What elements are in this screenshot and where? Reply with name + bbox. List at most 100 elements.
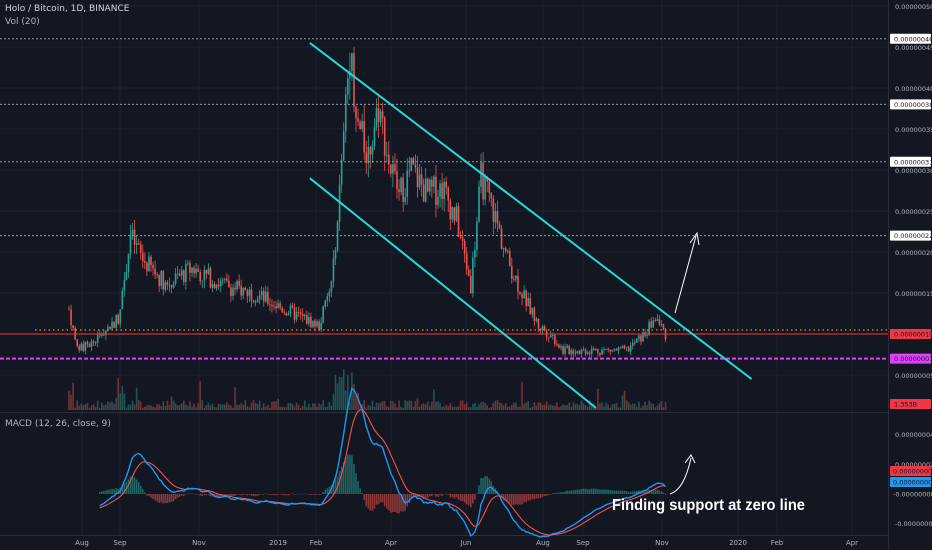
macd-label: MACD (12, 26, close, 9) — [5, 419, 111, 429]
candle-body — [508, 251, 511, 267]
candle-body — [152, 265, 154, 269]
candle-body — [566, 345, 568, 348]
candle-body — [357, 117, 359, 122]
macd-histogram-bar — [474, 494, 476, 500]
volume-bar — [383, 401, 386, 410]
candle-body — [590, 348, 593, 354]
candle-body — [299, 312, 302, 314]
macd-histogram-bar — [111, 488, 113, 494]
macd-histogram-bar — [103, 491, 105, 494]
macd-histogram-bar — [351, 455, 353, 494]
annotation-arrows — [669, 231, 700, 495]
volume-bar — [453, 406, 456, 410]
macd-histogram-bar — [537, 494, 540, 499]
volume-bar — [568, 402, 570, 410]
candle-body — [248, 289, 251, 296]
candle-body — [144, 261, 146, 263]
macd-histogram-bar — [355, 473, 357, 494]
volume-bar — [640, 407, 642, 410]
volume-bar — [422, 403, 425, 410]
macd-histogram-bar — [465, 494, 468, 505]
candle-body — [176, 273, 179, 275]
candle-body — [285, 312, 288, 316]
candle-body — [379, 111, 382, 123]
volume-bar — [273, 401, 275, 410]
volume-bar — [404, 400, 406, 410]
volume-bar — [584, 405, 587, 410]
candle-body — [113, 321, 115, 328]
macd-histogram-bar — [437, 494, 439, 497]
volume-bar — [539, 402, 542, 410]
candle-body — [402, 177, 404, 203]
volume-bar — [484, 402, 486, 410]
candle-body — [150, 256, 152, 266]
macd-histogram-bar — [601, 489, 603, 494]
candle-body — [488, 181, 491, 193]
macd-histogram-bar — [422, 494, 425, 500]
volume-bar — [492, 402, 495, 410]
volume-bar — [611, 404, 614, 410]
candle-body — [492, 198, 495, 222]
candle-body — [92, 341, 95, 343]
candle-body — [115, 315, 117, 328]
macd-histogram-bar — [558, 492, 560, 494]
candle-body — [246, 290, 249, 296]
candle-body — [521, 293, 523, 299]
candle-body — [334, 250, 337, 259]
macd-histogram-bar — [519, 494, 521, 505]
price-line-badge — [890, 33, 931, 44]
candle-body — [103, 334, 105, 336]
candle-body — [621, 346, 624, 349]
macd-histogram-bar — [320, 494, 322, 495]
candle-body — [465, 253, 468, 270]
macd-histogram-bar — [398, 494, 400, 514]
candle-body — [170, 285, 173, 288]
price-axis[interactable]: 0.00000050 0.00000045 0.00000040 0.00000035… — [889, 0, 932, 550]
macd-histogram-bar — [242, 494, 245, 495]
macd-histogram-bar — [593, 488, 595, 494]
macd-histogram-bar — [504, 494, 507, 502]
volume-bar — [441, 406, 443, 410]
candle-body — [549, 335, 552, 338]
candle-body — [230, 287, 232, 297]
volume-bar — [398, 400, 400, 410]
volume-bar — [76, 400, 78, 410]
volume-bar — [379, 402, 382, 410]
volume-bar — [207, 402, 210, 410]
volume-bar — [463, 404, 466, 410]
macd-histogram-bar — [135, 479, 138, 494]
volume-bar — [244, 400, 247, 410]
volume-bar — [595, 406, 597, 410]
candle-body — [287, 313, 290, 316]
candle-body — [291, 305, 294, 308]
candle-body — [392, 164, 394, 174]
volume-bar — [133, 404, 136, 410]
volume-bar — [402, 407, 404, 410]
volume-bar — [92, 404, 95, 410]
price-up-arrow-shaft — [674, 235, 697, 314]
candle-body — [353, 53, 355, 107]
volume-bar — [519, 406, 521, 410]
macd-histogram-bar — [178, 494, 181, 497]
candle-body — [84, 342, 87, 351]
candle-body — [146, 262, 148, 272]
macd-histogram-bar — [205, 494, 208, 496]
volume-bar — [482, 401, 484, 410]
volume-bar — [406, 401, 409, 410]
volume-bar — [662, 407, 665, 410]
volume-bar — [545, 401, 548, 410]
macd-histogram-bar — [580, 488, 583, 494]
time-axis[interactable]: Aug Sep Nov 2019 Feb Apr Jun Aug Sep Nov 2020 Feb Ap… — [75, 539, 858, 547]
macd-histogram-bar — [408, 494, 411, 504]
macd-histogram-bar — [279, 494, 281, 495]
candle-body — [646, 335, 648, 337]
volume-bar — [615, 402, 618, 410]
volume-bar — [70, 394, 72, 410]
volume-bar — [474, 402, 476, 410]
volume-bar — [576, 403, 579, 410]
macd-histogram-bar — [447, 494, 450, 495]
candle-body — [303, 315, 306, 317]
macd-histogram-bar — [650, 489, 652, 494]
volume-bar — [168, 404, 171, 410]
